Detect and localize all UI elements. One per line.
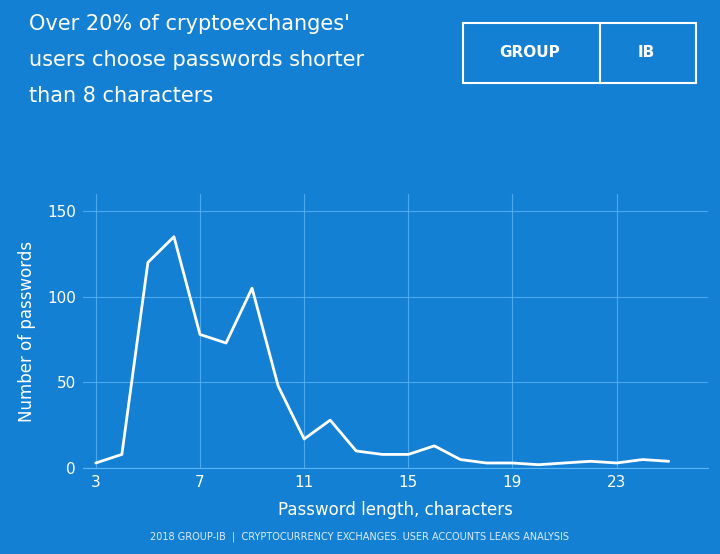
Text: users choose passwords shorter: users choose passwords shorter xyxy=(29,50,364,70)
Text: IB: IB xyxy=(637,45,654,60)
X-axis label: Password length, characters: Password length, characters xyxy=(278,501,513,519)
Text: than 8 characters: than 8 characters xyxy=(29,86,213,106)
Y-axis label: Number of passwords: Number of passwords xyxy=(18,240,36,422)
Text: 2018 GROUP-IB  |  CRYPTOCURRENCY EXCHANGES. USER ACCOUNTS LEAKS ANALYSIS: 2018 GROUP-IB | CRYPTOCURRENCY EXCHANGES… xyxy=(150,531,570,542)
Text: Over 20% of cryptoexchanges': Over 20% of cryptoexchanges' xyxy=(29,14,350,34)
Text: GROUP: GROUP xyxy=(500,45,560,60)
